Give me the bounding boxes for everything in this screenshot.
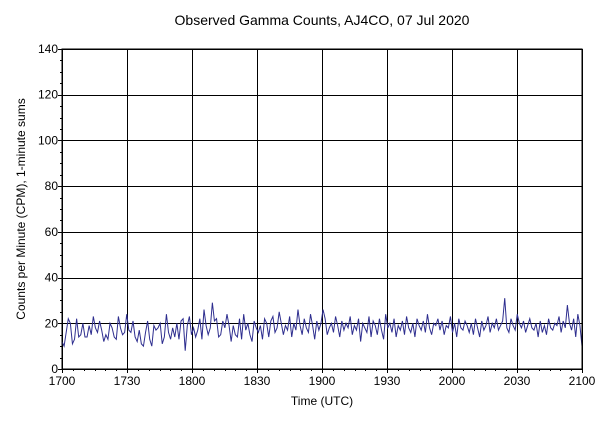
x-tick-label: 2100 xyxy=(569,374,596,388)
y-tick-label: 120 xyxy=(38,88,58,102)
x-tick-label: 2000 xyxy=(439,374,466,388)
plot-frame xyxy=(61,48,583,370)
chart-title: Observed Gamma Counts, AJ4CO, 07 Jul 202… xyxy=(175,12,470,28)
x-axis-label: Time (UTC) xyxy=(291,394,353,408)
x-tick-label: 1800 xyxy=(179,374,206,388)
series-line-cpm xyxy=(61,298,583,351)
x-tick-label: 1730 xyxy=(114,374,141,388)
y-tick-label: 140 xyxy=(38,42,58,56)
x-tick-label: 1830 xyxy=(244,374,271,388)
y-tick-label: 40 xyxy=(45,271,59,285)
x-tick-label: 1900 xyxy=(309,374,336,388)
x-tick-label: 1930 xyxy=(374,374,401,388)
y-tick-label: 80 xyxy=(45,179,59,193)
y-tick-label: 0 xyxy=(51,362,58,376)
y-tick-label: 60 xyxy=(45,225,59,239)
y-tick-label: 20 xyxy=(45,316,59,330)
y-tick-label: 100 xyxy=(38,133,58,147)
y-axis-tick-labels: 0 20 40 60 80 100 120 140 xyxy=(38,42,58,376)
x-tick-label: 2030 xyxy=(504,374,531,388)
y-axis-label: Counts per Minute (CPM), 1-minute sums xyxy=(14,98,28,319)
x-tick-label: 1700 xyxy=(49,374,76,388)
grid-lines xyxy=(62,49,583,370)
x-axis-tick-labels: 1700 1730 1800 1830 1900 1930 2000 2030 2100 xyxy=(49,374,596,388)
